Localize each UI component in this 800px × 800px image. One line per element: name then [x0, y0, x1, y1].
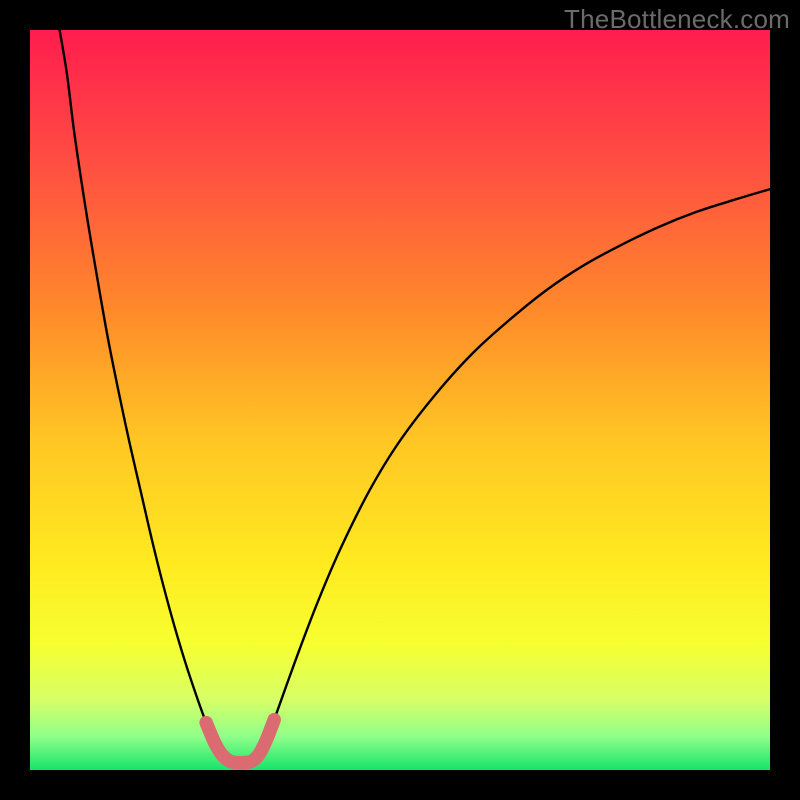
plot-area: [30, 30, 770, 770]
bottleneck-curve-chart: [0, 0, 800, 800]
chart-frame: { "watermark": { "text": "TheBottleneck.…: [0, 0, 800, 800]
